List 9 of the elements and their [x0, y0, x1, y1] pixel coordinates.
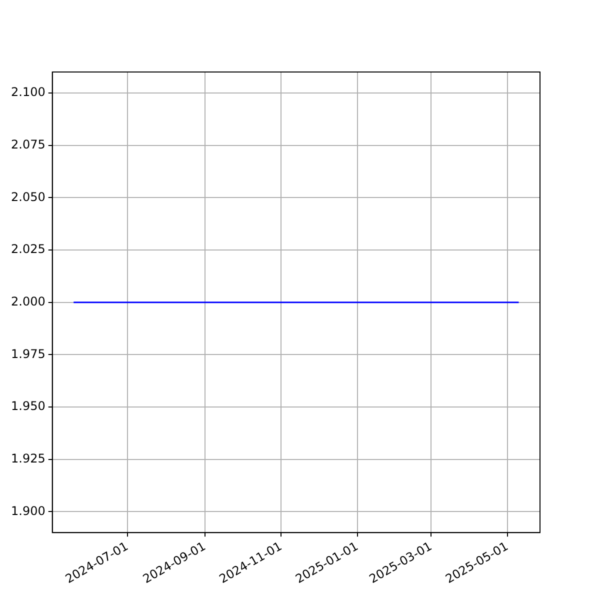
y-tick-label: 2.000	[10, 294, 46, 308]
y-tick-label: 1.925	[10, 452, 46, 466]
y-tick-label: 2.100	[10, 85, 46, 100]
y-tick-label: 2.075	[10, 137, 46, 152]
y-tick-label: 2.025	[10, 242, 46, 256]
y-tick-label: 1.900	[10, 504, 46, 518]
y-tick-label: 1.975	[10, 346, 46, 361]
y-tick-label: 2.050	[10, 190, 46, 204]
y-tick-label: 1.950	[10, 399, 46, 414]
